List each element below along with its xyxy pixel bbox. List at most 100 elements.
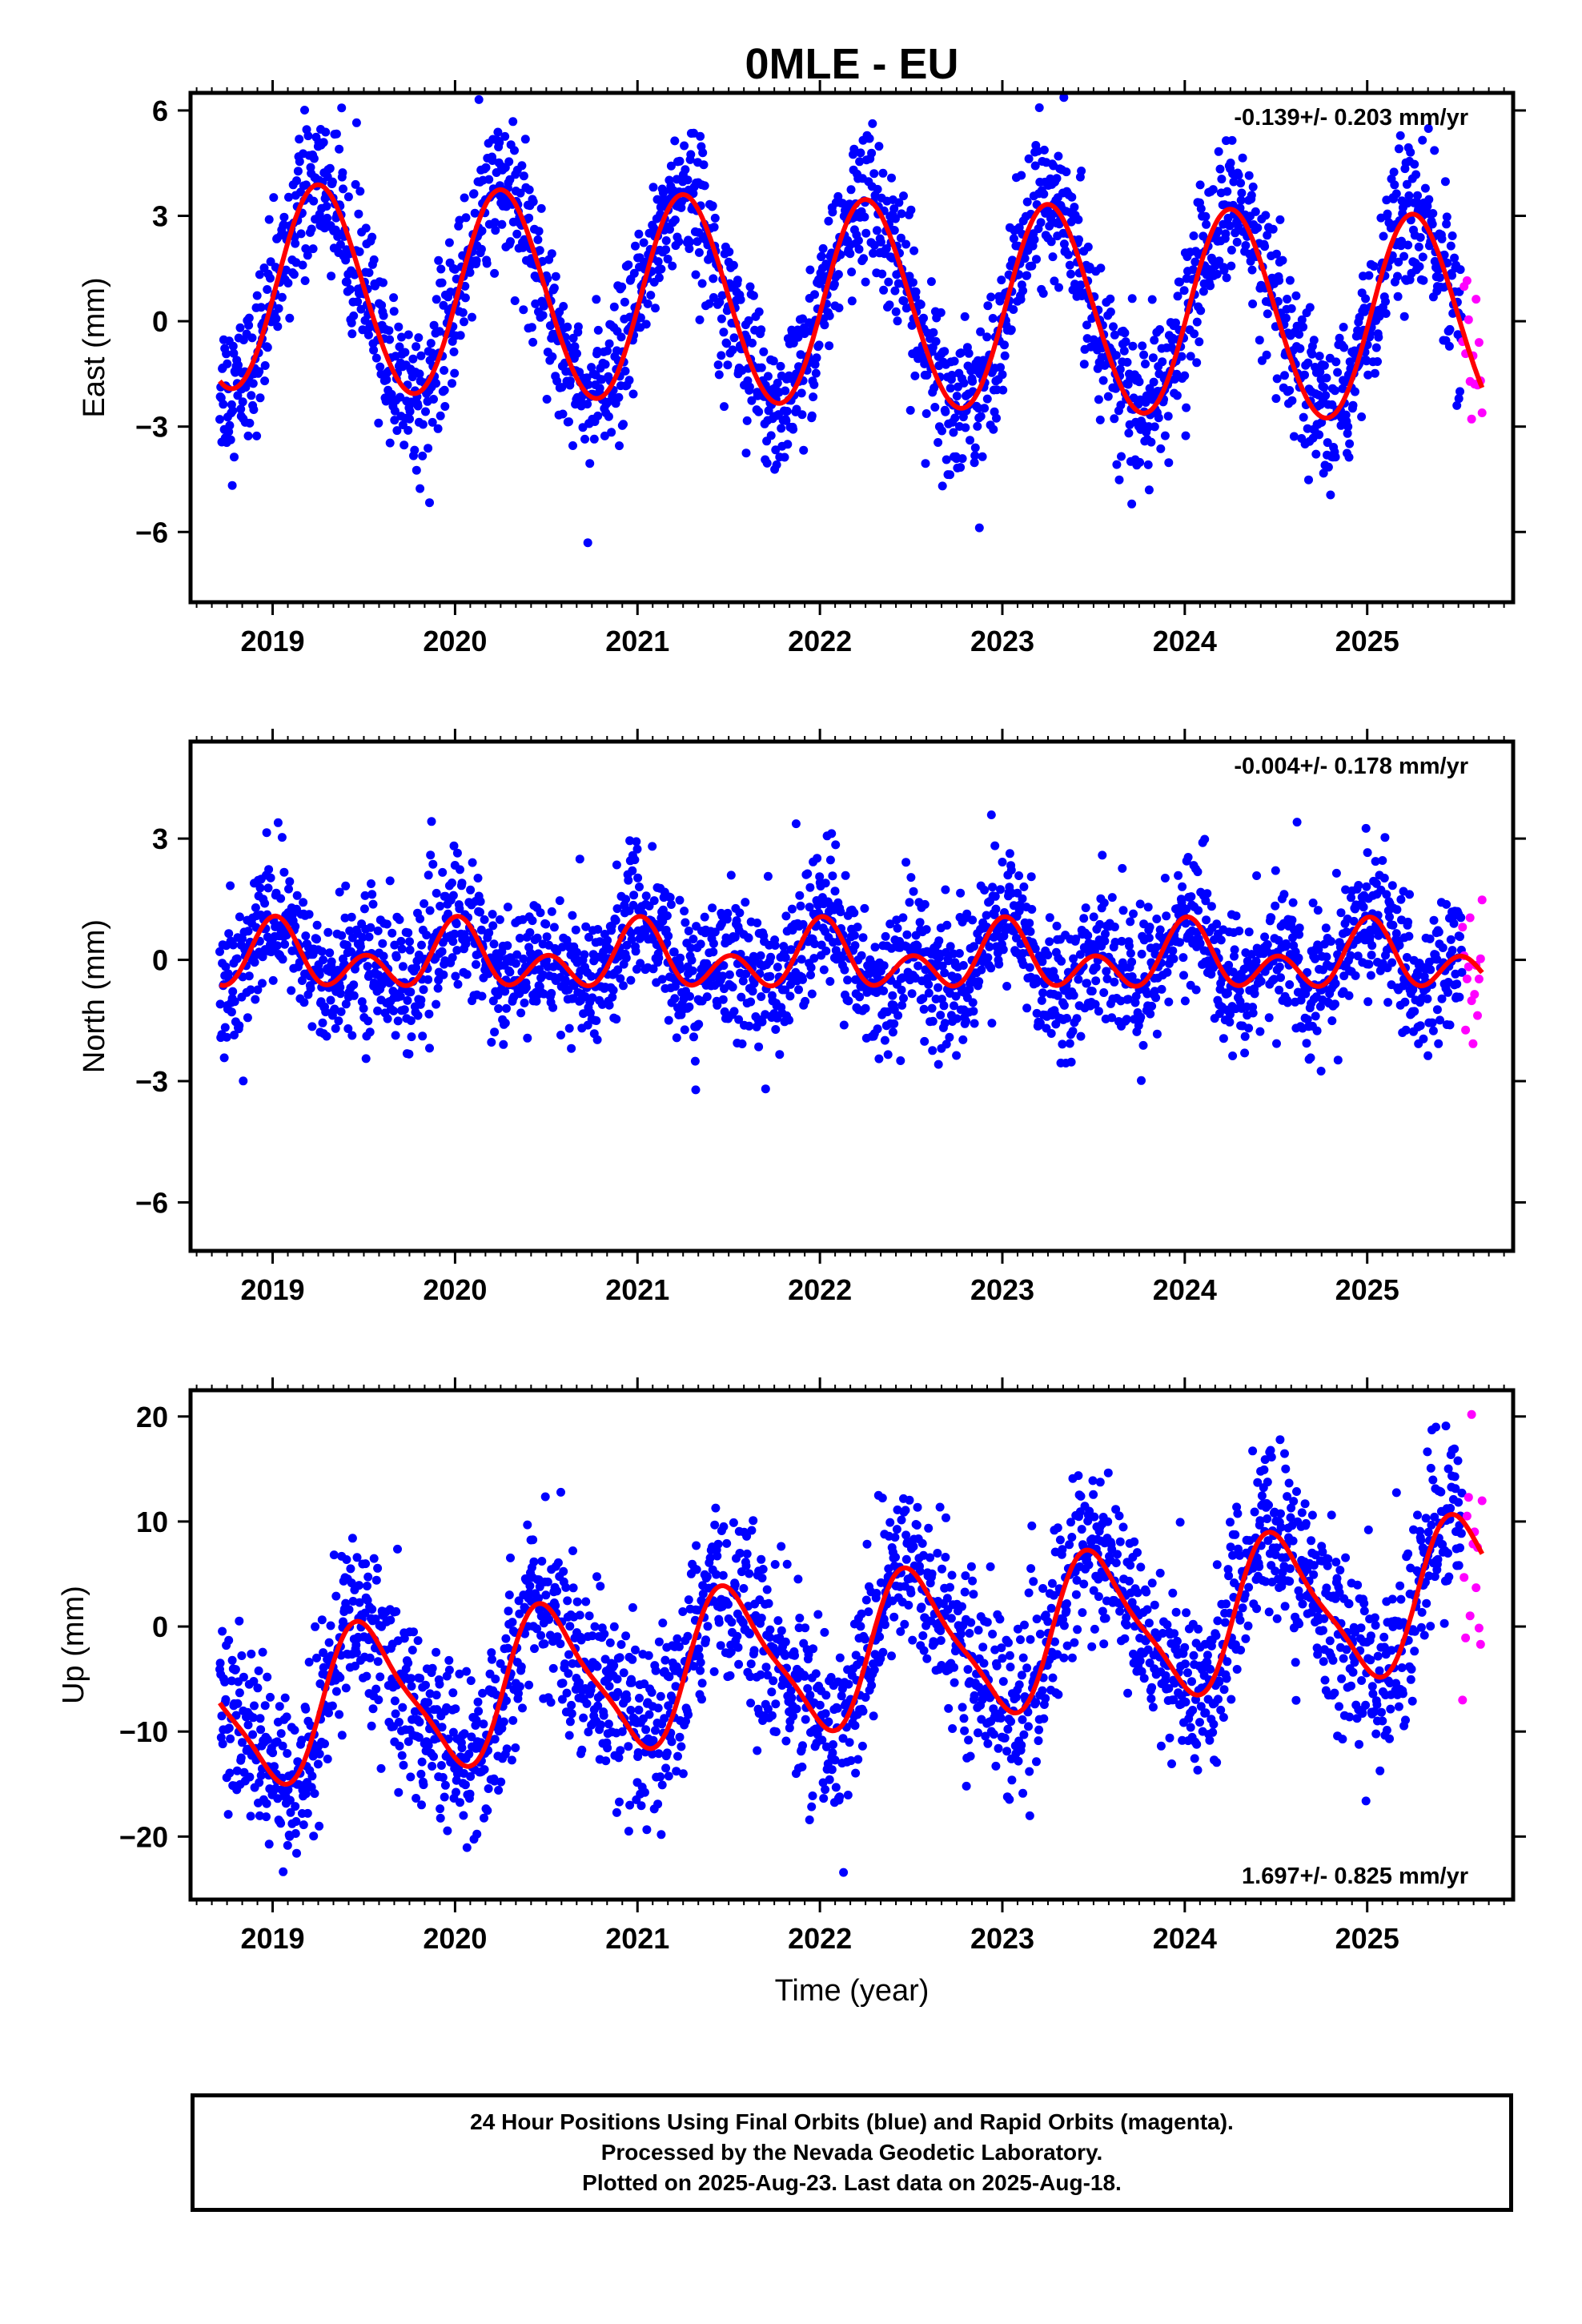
final-orbit-point [1291, 291, 1301, 300]
final-orbit-point [1025, 963, 1034, 972]
final-orbit-point [996, 885, 1005, 895]
final-orbit-point [364, 932, 374, 942]
final-orbit-point [1316, 1067, 1326, 1076]
final-orbit-point [771, 445, 781, 455]
final-orbit-point [1180, 996, 1190, 1006]
final-orbit-point [1361, 823, 1371, 833]
final-orbit-point [1009, 305, 1018, 314]
final-orbit-point [1109, 322, 1118, 332]
final-orbit-point [754, 307, 764, 316]
final-orbit-point [1248, 300, 1258, 308]
final-orbit-point [273, 322, 283, 332]
final-orbit-point [223, 359, 232, 368]
final-orbit-point [737, 992, 746, 1002]
final-orbit-point [1289, 432, 1299, 441]
x-tick-label: 2022 [788, 1273, 852, 1306]
final-orbit-point [1098, 850, 1107, 860]
final-orbit-point [1231, 911, 1241, 921]
final-orbit-point [1315, 430, 1324, 440]
final-orbit-point [420, 899, 429, 908]
final-orbit-point [837, 199, 847, 208]
final-orbit-point [1030, 944, 1040, 954]
y-tick-label: 3 [152, 200, 168, 233]
final-orbit-point [595, 937, 604, 947]
final-orbit-point [1118, 863, 1127, 873]
final-orbit-point [1127, 499, 1137, 509]
final-orbit-point [1393, 292, 1403, 301]
final-orbit-point [361, 223, 371, 233]
final-orbit-point [433, 983, 443, 993]
final-orbit-point [648, 183, 658, 192]
final-orbit-point [1442, 219, 1452, 229]
final-orbit-point [745, 382, 754, 392]
y-tick-label: 0 [152, 944, 168, 977]
x-tick-label: 2021 [605, 1273, 669, 1306]
final-orbit-point [1168, 946, 1178, 955]
final-orbit-point [415, 369, 424, 379]
final-orbit-point [1341, 885, 1351, 895]
final-orbit-point [978, 452, 987, 461]
final-orbit-point [355, 247, 364, 256]
final-orbit-point [378, 939, 387, 948]
final-orbit-point [968, 998, 978, 1007]
final-orbit-point [909, 246, 919, 255]
final-orbit-point [246, 985, 255, 995]
final-orbit-point [616, 332, 626, 342]
final-orbit-point [293, 167, 303, 176]
final-orbit-point [357, 997, 367, 1007]
final-orbit-point [897, 1000, 907, 1010]
final-orbit-point [840, 965, 849, 975]
final-orbit-point [798, 314, 807, 324]
final-orbit-point [627, 928, 636, 938]
final-orbit-point [1383, 209, 1392, 219]
final-orbit-point [810, 360, 820, 369]
final-orbit-point [244, 320, 254, 330]
final-orbit-point [1151, 993, 1161, 1003]
final-orbit-point [1125, 941, 1134, 951]
final-orbit-point [1070, 203, 1079, 212]
final-orbit-point [1327, 1016, 1337, 1026]
final-orbit-point [812, 353, 821, 363]
final-orbit-point [481, 163, 491, 172]
final-orbit-point [1414, 242, 1423, 251]
final-orbit-point [588, 993, 597, 1003]
final-orbit-point [327, 271, 336, 281]
final-orbit-point [1134, 377, 1144, 387]
final-orbit-point [466, 885, 476, 895]
final-orbit-point [363, 330, 373, 340]
final-orbit-point [511, 959, 520, 968]
final-orbit-point [998, 858, 1007, 866]
final-orbit-point [412, 465, 421, 475]
final-orbit-point [1357, 412, 1367, 421]
final-orbit-point [843, 975, 853, 985]
final-orbit-point [1240, 1048, 1250, 1058]
final-orbit-point [448, 937, 458, 947]
final-orbit-point [1144, 933, 1154, 943]
final-orbit-point [1275, 215, 1285, 224]
final-orbit-point [779, 942, 789, 951]
final-orbit-point [557, 943, 567, 952]
final-orbit-point [382, 375, 391, 384]
final-orbit-point [720, 402, 729, 412]
final-orbit-point [355, 187, 365, 196]
final-orbit-point [392, 426, 402, 436]
final-orbit-point [635, 883, 644, 891]
final-orbit-point [911, 287, 921, 296]
final-orbit-point [547, 988, 556, 998]
final-orbit-point [1191, 257, 1200, 267]
final-orbit-point [829, 279, 839, 289]
final-orbit-point [646, 291, 656, 300]
final-orbit-point [636, 313, 645, 323]
final-orbit-point [710, 927, 720, 937]
final-orbit-point [1147, 295, 1157, 304]
final-orbit-point [593, 325, 603, 335]
final-orbit-point [473, 874, 483, 883]
final-orbit-point [1348, 400, 1358, 410]
final-orbit-point [809, 380, 819, 389]
final-orbit-point [477, 991, 487, 1001]
final-orbit-point [358, 933, 367, 942]
final-orbit-point [373, 926, 383, 935]
final-orbit-point [1163, 412, 1173, 421]
final-orbit-point [228, 406, 238, 416]
final-orbit-point [1026, 872, 1036, 882]
